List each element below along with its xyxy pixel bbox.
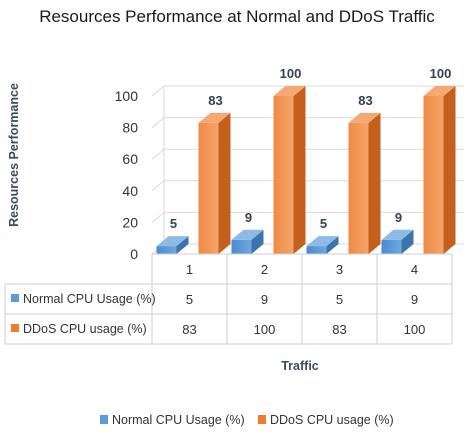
table-category-label: 2 xyxy=(261,262,268,277)
bar-side-face xyxy=(251,229,264,254)
gridline-side xyxy=(151,85,165,97)
bar-front-face xyxy=(348,122,369,254)
bar-side-face xyxy=(401,229,414,254)
bar-side-face xyxy=(293,86,306,254)
bar-normal-3 xyxy=(306,236,339,254)
bar-top-face xyxy=(198,112,231,123)
data-label: 100 xyxy=(430,66,452,81)
gridline-side xyxy=(151,148,165,160)
x-axis-title: Traffic xyxy=(281,359,319,373)
y-tick-label: 20 xyxy=(122,214,138,230)
bar-side-face xyxy=(443,86,456,254)
bar-ddos-1 xyxy=(198,112,231,254)
gridline-side xyxy=(151,117,165,128)
table-series-name: Normal CPU Usage (%) xyxy=(23,292,156,306)
data-label: 9 xyxy=(245,210,252,225)
bar-ddos-3 xyxy=(348,112,381,254)
legend-label: DDoS CPU usage (%) xyxy=(270,413,394,427)
bar-front-face xyxy=(231,239,252,254)
bar-top-face xyxy=(348,112,381,123)
bars xyxy=(156,86,456,254)
legend-item: DDoS CPU usage (%) xyxy=(258,413,394,427)
legend: Normal CPU Usage (%) DDoS CPU usage (%) xyxy=(100,413,394,427)
y-axis-ticks: 0 20 40 60 80 100 xyxy=(115,88,139,262)
bar-front-face xyxy=(381,239,402,254)
table-cell: 9 xyxy=(411,292,418,307)
table-category-label: 4 xyxy=(411,262,418,277)
y-tick-label: 40 xyxy=(122,183,138,199)
data-labels: 5 9 5 9 83 100 83 100 xyxy=(170,66,451,231)
bar-normal-2 xyxy=(231,229,264,254)
bar-top-face xyxy=(273,86,306,96)
data-label: 83 xyxy=(358,93,372,108)
bar-normal-4 xyxy=(381,229,414,254)
data-label: 9 xyxy=(395,210,402,225)
bar-side-face xyxy=(218,112,231,254)
data-label: 100 xyxy=(280,66,302,81)
bar-side-face xyxy=(176,236,189,254)
bar-front-face xyxy=(156,246,177,254)
bar-side-face xyxy=(368,112,381,254)
table-cell: 100 xyxy=(254,322,276,337)
gridline-side xyxy=(151,212,165,223)
bar-front-face xyxy=(273,96,294,254)
bar-normal-1 xyxy=(156,236,189,254)
y-tick-label: 0 xyxy=(130,246,138,262)
chart-title: Resources Performance at Normal and DDoS… xyxy=(39,7,435,26)
table-category-label: 1 xyxy=(186,262,193,277)
table-cell: 100 xyxy=(404,322,426,337)
legend-swatch xyxy=(100,415,108,424)
data-table: 1 2 3 4 Normal CPU Usage (%) 5 9 5 9 DDoS CPU usa… xyxy=(4,253,453,345)
y-tick-label: 100 xyxy=(115,88,139,104)
legend-item: Normal CPU Usage (%) xyxy=(100,413,245,427)
y-tick-label: 60 xyxy=(122,151,138,167)
y-tick-label: 80 xyxy=(122,120,138,136)
bar-top-face xyxy=(381,229,414,240)
table-series-swatch xyxy=(11,294,19,302)
bar-front-face xyxy=(423,96,444,254)
bar-ddos-2 xyxy=(273,86,306,254)
gridline-side xyxy=(151,180,165,192)
bar-top-face xyxy=(423,86,456,96)
bar-top-face xyxy=(156,236,189,247)
table-category-label: 3 xyxy=(336,262,343,277)
bar-front-face xyxy=(198,122,219,254)
table-series-swatch xyxy=(11,324,19,332)
table-cell: 5 xyxy=(186,292,193,307)
y-axis-title: Resources Performance xyxy=(7,83,21,227)
bar-front-face xyxy=(306,246,327,254)
table-cell: 9 xyxy=(261,292,268,307)
table-series-name: DDoS CPU usage (%) xyxy=(23,322,147,336)
table-cell: 5 xyxy=(336,292,343,307)
legend-swatch xyxy=(258,415,266,424)
bar-top-face xyxy=(306,236,339,247)
bar-top-face xyxy=(231,229,264,240)
table-cell: 83 xyxy=(182,322,196,337)
legend-label: Normal CPU Usage (%) xyxy=(112,413,245,427)
bar-side-face xyxy=(326,236,339,254)
bar-ddos-4 xyxy=(423,86,456,254)
data-label: 83 xyxy=(208,93,222,108)
table-cell: 83 xyxy=(332,322,346,337)
data-label: 5 xyxy=(170,216,177,231)
data-label: 5 xyxy=(320,216,327,231)
